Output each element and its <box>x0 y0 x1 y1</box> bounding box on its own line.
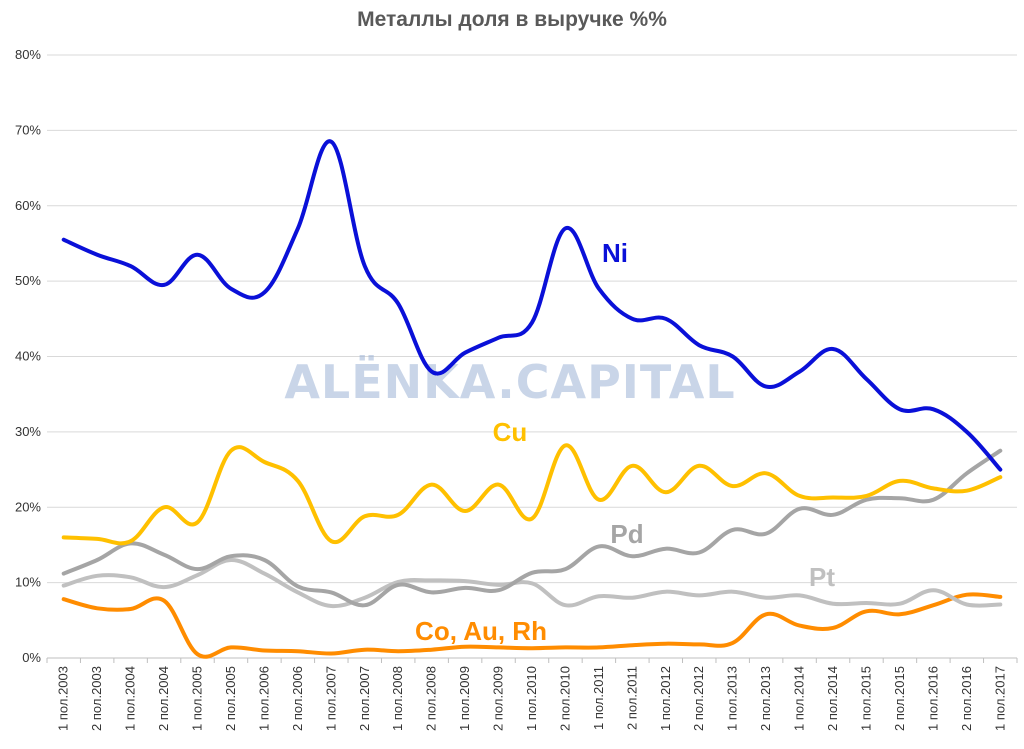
series-label-ni: Ni <box>602 238 628 268</box>
x-tick-label: 1 пол.2009 <box>457 666 472 731</box>
y-tick-label: 70% <box>15 122 41 137</box>
x-tick-label: 2 пол.2004 <box>156 666 171 731</box>
x-tick-label: 1 пол.2005 <box>190 666 205 731</box>
chart-title: Металлы доля в выручке %% <box>357 8 667 31</box>
x-tick-label: 2 пол.2015 <box>892 666 907 731</box>
x-tick-label: 2 пол.2009 <box>491 666 506 731</box>
y-tick-label: 10% <box>15 575 41 590</box>
y-tick-label: 50% <box>15 273 41 288</box>
series-label-pt: Pt <box>809 562 835 592</box>
x-tick-label: 1 пол.2017 <box>992 666 1007 731</box>
x-tick-label: 2 пол.2016 <box>959 666 974 731</box>
y-tick-label: 60% <box>15 198 41 213</box>
x-tick-label: 2 пол.2008 <box>424 666 439 731</box>
series-line-pd <box>61 448 1003 608</box>
x-tick-label: 2 пол.2011 <box>624 666 639 730</box>
y-tick-label: 30% <box>15 424 41 439</box>
x-tick-label: 1 пол.2010 <box>524 666 539 731</box>
x-tick-label: 1 пол.2011 <box>591 666 606 730</box>
x-tick-label: 1 пол.2012 <box>658 666 673 731</box>
series-label-pd: Pd <box>610 519 643 549</box>
x-tick-label: 2 пол.2010 <box>557 666 572 731</box>
x-tick-label: 2 пол.2003 <box>89 666 104 731</box>
y-axis-tick-labels: 0% 10% 20% 30% 40% 50% 60% 70% 80% <box>15 47 41 665</box>
series-line-pt <box>61 557 1003 609</box>
series-lines <box>61 139 1003 659</box>
x-tick-label: 2 пол.2007 <box>357 666 372 731</box>
x-tick-label: 1 пол.2004 <box>123 666 138 731</box>
x-tick-label: 2 пол.2014 <box>825 666 840 731</box>
x-tick-label: 1 пол.2003 <box>56 666 71 731</box>
x-tick-label: 1 пол.2008 <box>390 666 405 731</box>
y-tick-label: 0% <box>22 650 41 665</box>
x-tick-label: 2 пол.2013 <box>758 666 773 731</box>
x-tick-label: 2 пол.2005 <box>223 666 238 731</box>
watermark-text: ALЁNKA.CAPITAL <box>284 355 735 409</box>
series-labels: Ni Cu Pd Pt Co, Au, Rh <box>415 238 835 646</box>
x-tick-label: 2 пол.2006 <box>290 666 305 731</box>
x-tick-label: 1 пол.2016 <box>925 666 940 731</box>
y-tick-label: 80% <box>15 47 41 62</box>
x-tick-label: 1 пол.2015 <box>858 666 873 731</box>
series-line-cu <box>61 443 1003 546</box>
x-tick-label: 1 пол.2007 <box>323 666 338 731</box>
x-tick-label: 1 пол.2013 <box>725 666 740 731</box>
series-label-co-au-rh: Co, Au, Rh <box>415 616 547 646</box>
x-tick-label: 2 пол.2012 <box>691 666 706 731</box>
y-tick-label: 40% <box>15 349 41 364</box>
series-line-ni <box>61 139 1003 472</box>
series-label-cu: Cu <box>493 417 528 447</box>
y-tick-label: 20% <box>15 499 41 514</box>
x-axis-tick-labels: 1 пол.2003 2 пол.2003 1 пол.2004 2 пол.2004… <box>46 658 1018 731</box>
x-tick-label: 1 пол.2006 <box>256 666 271 731</box>
x-tick-label: 1 пол.2014 <box>792 666 807 731</box>
series-line-co-au-rh <box>61 592 1003 659</box>
